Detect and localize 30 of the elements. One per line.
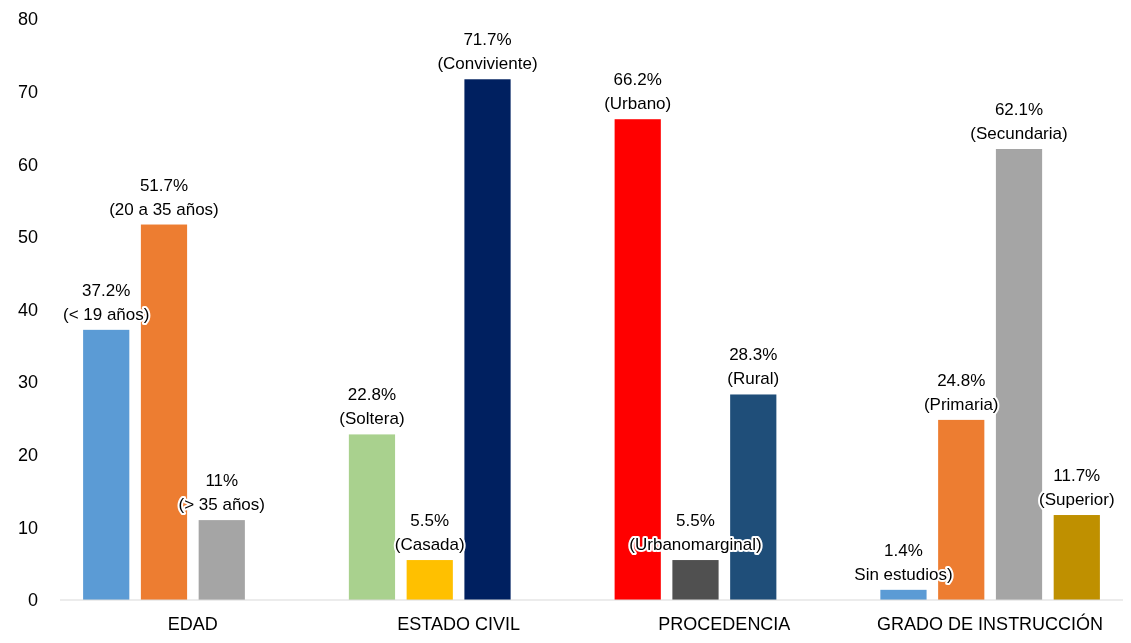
- data-label: 66.2% (Urbano): [604, 70, 672, 114]
- y-tick-label: 10: [17, 517, 38, 538]
- data-label: 24.8% (Primaria): [923, 370, 999, 414]
- data-label: 71.7% (Conviviente): [437, 30, 538, 74]
- y-tick-label: 50: [17, 227, 38, 248]
- data-label: 51.7% (20 a 35 años): [109, 175, 219, 219]
- bar: [464, 79, 511, 600]
- bar: [83, 329, 130, 600]
- y-tick-label: 20: [17, 445, 38, 466]
- data-label: 62.1% (Secundaria): [970, 100, 1068, 143]
- bar: [406, 560, 453, 600]
- y-tick-label: 70: [17, 81, 38, 102]
- data-label: 28.3% (Rural): [727, 345, 780, 389]
- bar: [672, 560, 719, 600]
- x-tick-label: GRADO DE INSTRUCCIÓN: [877, 613, 1104, 634]
- x-tick-label: PROCEDENCIA: [658, 614, 791, 634]
- y-tick-label: 60: [17, 154, 38, 175]
- x-tick-label: ESTADO CIVIL: [397, 614, 520, 634]
- data-label: 22.8% (Soltera): [339, 385, 405, 429]
- bar: [1053, 515, 1100, 600]
- y-tick-label: 30: [17, 372, 38, 393]
- y-tick-label: 40: [17, 299, 38, 320]
- y-tick-label: 80: [17, 9, 38, 30]
- bar: [198, 520, 245, 600]
- y-tick-label: 0: [27, 590, 38, 611]
- bar: [880, 589, 927, 600]
- x-tick-label: EDAD: [167, 614, 218, 634]
- bar: [348, 434, 396, 600]
- data-label: 11.7% (Superior): [1038, 466, 1115, 510]
- data-label: 5.5% (Casada): [394, 511, 465, 555]
